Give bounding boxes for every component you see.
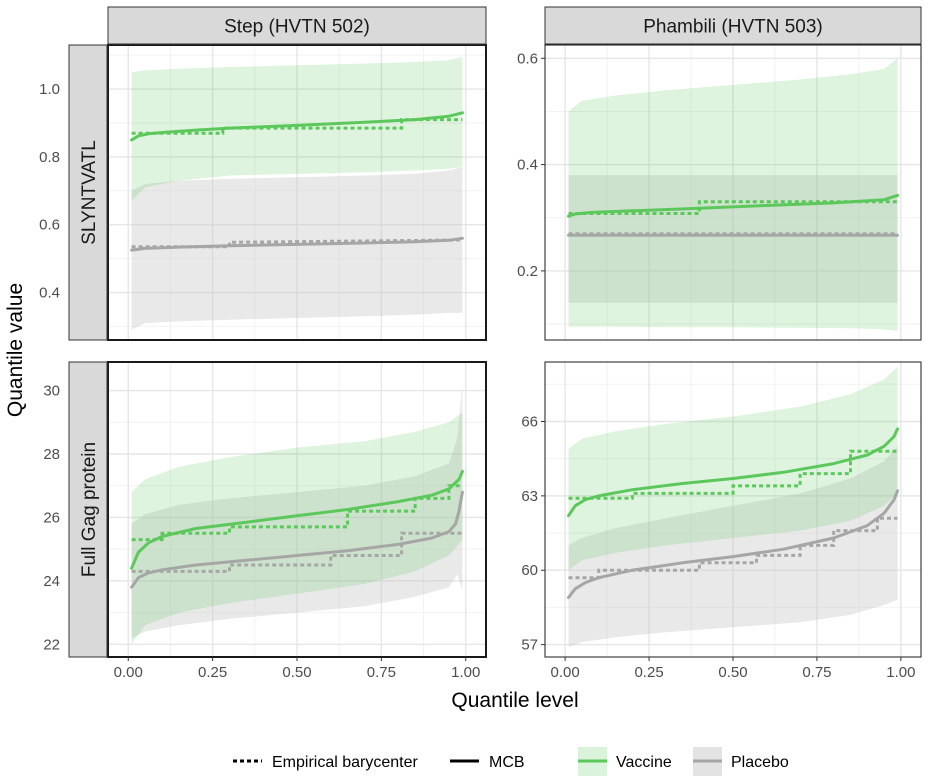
x-tick-label: 0.00 xyxy=(551,664,580,681)
panel-1-0: 22 24 26 28 30 0.00 0.25 0.50 0.75 1.00 xyxy=(43,361,487,681)
vaccine-mcb-line xyxy=(567,427,899,518)
vaccine-empirical-barycenter-line xyxy=(568,449,898,500)
column-strip-1: Phambili (HVTN 503) xyxy=(544,6,922,45)
x-tick-label: 0.50 xyxy=(282,664,311,681)
y-tick-label: 30 xyxy=(43,383,60,400)
placebo-empirical-barycenter-line xyxy=(568,516,898,580)
y-tick-label: 0.8 xyxy=(39,149,60,166)
vaccine-mcb-line xyxy=(567,193,899,218)
row-strip-label: Full Gag protein xyxy=(79,442,100,577)
x-tick-label: 0.50 xyxy=(718,664,747,681)
legend-mcb-label: MCB xyxy=(489,754,525,771)
legend: Empirical barycenter MCB Vaccine Placebo xyxy=(233,747,789,776)
x-axis-title: Quantile level xyxy=(451,689,578,712)
vaccine-confidence-band xyxy=(568,58,898,332)
vaccine-confidence-band xyxy=(131,412,463,645)
y-tick-label: 0.4 xyxy=(517,157,538,174)
vaccine-empirical-barycenter-line xyxy=(131,118,463,135)
x-tick-label: 1.00 xyxy=(886,664,915,681)
y-axis-title: Quantile value xyxy=(4,283,27,417)
y-tick-label: 1.0 xyxy=(39,81,60,98)
y-tick-label: 60 xyxy=(521,562,538,579)
y-tick-label: 0.6 xyxy=(517,50,538,67)
vaccine-mcb-line xyxy=(130,469,464,570)
row-strip-label: SLYNTVATL xyxy=(79,140,100,245)
vaccine-confidence-band xyxy=(568,367,898,571)
legend-vaccine-label: Vaccine xyxy=(616,754,672,771)
placebo-mcb-line xyxy=(130,236,464,252)
column-strip-label: Phambili (HVTN 503) xyxy=(643,17,823,38)
y-tick-label: 22 xyxy=(43,636,60,653)
vaccine-mcb-line xyxy=(130,111,464,142)
x-tick-label: 0.75 xyxy=(802,664,831,681)
placebo-mcb-line xyxy=(567,489,899,599)
x-tick-label: 0.00 xyxy=(114,664,143,681)
row-strip-1: Full Gag protein xyxy=(68,361,108,658)
y-tick-label: 28 xyxy=(43,446,60,463)
x-tick-label: 0.25 xyxy=(198,664,227,681)
column-strip-0: Step (HVTN 502) xyxy=(107,6,487,45)
panel-border xyxy=(544,44,922,341)
y-tick-label: 24 xyxy=(43,573,60,590)
gridlines xyxy=(545,45,921,340)
y-tick-label: 0.6 xyxy=(39,217,60,234)
placebo-confidence-band xyxy=(568,446,898,648)
y-tick-label: 57 xyxy=(521,637,538,654)
panel-0-0: 0.4 0.6 0.8 1.0 xyxy=(39,44,487,341)
y-tick-label: 0.4 xyxy=(39,285,60,302)
gridlines xyxy=(108,45,486,340)
y-tick-label: 26 xyxy=(43,509,60,526)
placebo-confidence-band xyxy=(568,175,898,303)
x-tick-label: 0.25 xyxy=(634,664,663,681)
column-strip-label: Step (HVTN 502) xyxy=(224,17,370,38)
panel-border xyxy=(107,44,487,341)
y-tick-label: 66 xyxy=(521,413,538,430)
x-tick-label: 0.75 xyxy=(367,664,396,681)
placebo-confidence-band xyxy=(131,384,463,638)
strips-layer: Step (HVTN 502) Phambili (HVTN 503) SLYNTV… xyxy=(68,6,922,658)
panels-layer: 0.4 0.6 0.8 1.0 0.2 0.4 0.6 22 24 26 28 30 0.00 0.25 0… xyxy=(39,44,922,681)
y-tick-label: 0.2 xyxy=(517,263,538,280)
placebo-empirical-barycenter-line xyxy=(131,531,463,573)
placebo-confidence-band xyxy=(131,167,463,330)
legend-placebo-label: Placebo xyxy=(731,754,789,771)
panel-0-1: 0.2 0.4 0.6 xyxy=(517,44,922,341)
vaccine-empirical-barycenter-line xyxy=(131,484,463,542)
gridlines xyxy=(545,362,921,657)
row-strip-0: SLYNTVATL xyxy=(68,44,108,341)
placebo-mcb-line xyxy=(130,490,464,589)
legend-empirical-label: Empirical barycenter xyxy=(272,754,419,771)
x-tick-label: 1.00 xyxy=(451,664,480,681)
y-tick-label: 63 xyxy=(521,488,538,505)
panel-1-1: 57 60 63 66 0.00 0.25 0.50 0.75 1.00 xyxy=(521,361,922,681)
